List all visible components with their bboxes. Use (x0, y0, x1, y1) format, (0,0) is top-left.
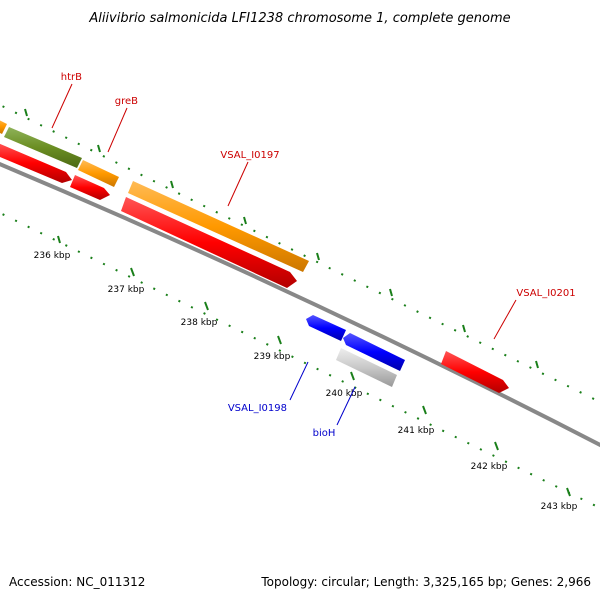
green-feature-htrB[interactable] (4, 127, 82, 168)
scale-label-240: 240 kbp (326, 389, 363, 399)
label-bioH[interactable]: bioH (313, 428, 336, 439)
label-htrB[interactable]: htrB (61, 72, 82, 83)
label-vsal0201[interactable]: VSAL_I0201 (516, 288, 575, 299)
gene-blue-biH-track[interactable] (343, 333, 405, 371)
genome-backbone (0, 162, 600, 448)
gene-red-vsal0197[interactable] (121, 197, 297, 288)
topology-text: Topology: circular; Length: 3,325,165 bp… (260, 575, 591, 589)
orange-feature-left[interactable] (0, 118, 7, 134)
scale-label-237: 237 kbp (108, 285, 145, 295)
grey-feature-bioH[interactable] (336, 348, 397, 387)
orange-feature-greB[interactable] (78, 160, 119, 187)
scale-label-238: 238 kbp (181, 318, 218, 328)
scale-label-242: 242 kbp (471, 462, 508, 472)
major-ticks (57, 235, 571, 497)
gene-red-vsal0201[interactable] (441, 351, 509, 393)
outer-tick-ring (0, 103, 600, 403)
map-title: Aliivibrio salmonicida LFI1238 chromosom… (88, 11, 510, 26)
gene-red-htrB[interactable] (0, 143, 72, 183)
feature-track-outer (0, 118, 309, 272)
scale-label-236: 236 kbp (34, 251, 71, 261)
reverse-genes (306, 315, 405, 371)
scale-label-241: 241 kbp (398, 426, 435, 436)
inner-tick-ring (0, 211, 600, 509)
outer-major-ticks (24, 108, 539, 369)
gene-blue-vsal0198[interactable] (306, 315, 346, 341)
label-vsal0198[interactable]: VSAL_I0198 (228, 403, 287, 414)
scale-label-239: 239 kbp (254, 352, 291, 362)
label-greB[interactable]: greB (115, 96, 138, 107)
label-leaders (51, 83, 517, 426)
forward-genes (0, 143, 509, 393)
accession-text: Accession: NC_011312 (9, 575, 145, 589)
label-vsal0197[interactable]: VSAL_I0197 (220, 150, 279, 161)
scale-label-243: 243 kbp (541, 502, 578, 512)
orange-feature-vsal0197[interactable] (128, 181, 309, 272)
gene-red-greB[interactable] (70, 175, 110, 200)
